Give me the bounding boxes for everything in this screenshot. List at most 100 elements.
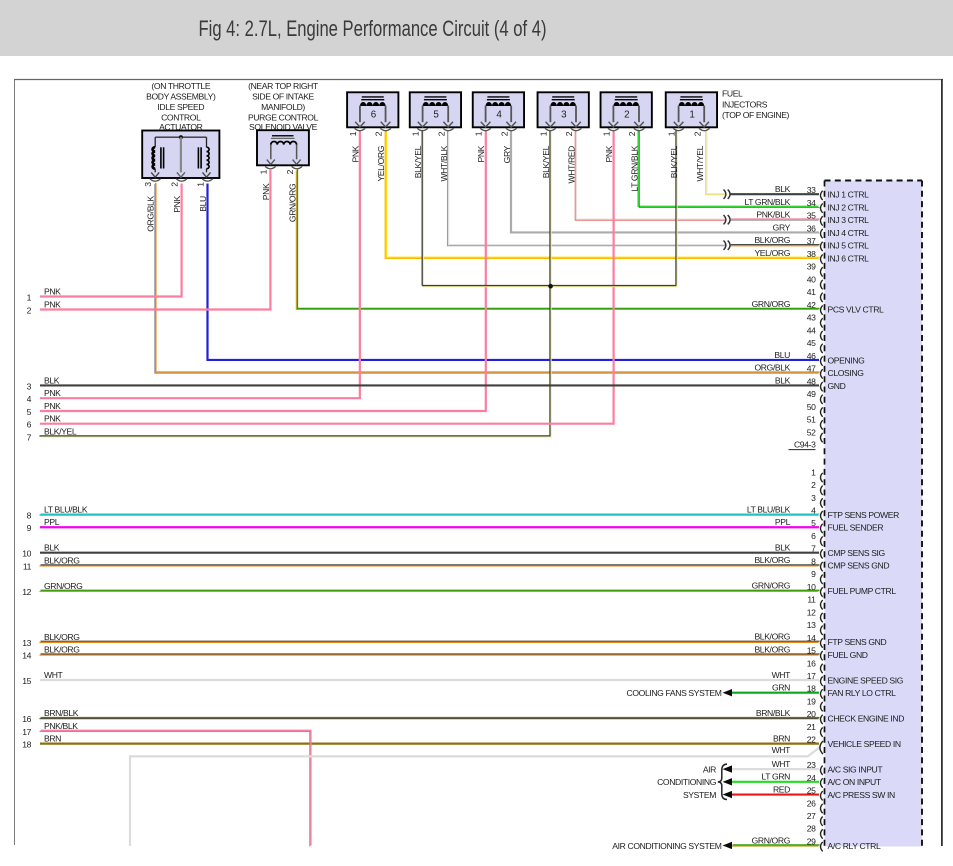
svg-text:(TOP OF ENGINE): (TOP OF ENGINE) [722, 110, 790, 120]
svg-text:1: 1 [411, 131, 421, 136]
svg-text:2: 2 [811, 480, 816, 490]
svg-text:PNK: PNK [44, 300, 61, 310]
svg-text:1: 1 [601, 131, 611, 136]
svg-text:LT GRN/BLK: LT GRN/BLK [630, 145, 640, 191]
svg-text:37: 37 [807, 236, 816, 246]
svg-text:YEL/ORG: YEL/ORG [376, 145, 386, 181]
svg-text:PNK: PNK [44, 414, 61, 424]
svg-text:50: 50 [807, 402, 816, 412]
svg-text:34: 34 [807, 198, 816, 208]
svg-text:PNK: PNK [172, 196, 182, 213]
svg-text:INJ 6 CTRL: INJ 6 CTRL [828, 253, 870, 263]
svg-text:1: 1 [538, 131, 548, 136]
svg-text:40: 40 [807, 274, 816, 284]
svg-text:IDLE SPEED: IDLE SPEED [157, 102, 204, 112]
svg-text:INJ 4 CTRL: INJ 4 CTRL [828, 228, 870, 238]
svg-text:43: 43 [807, 313, 816, 323]
svg-text:GRY: GRY [773, 222, 791, 232]
svg-text:FUEL GND: FUEL GND [828, 650, 868, 660]
svg-text:18: 18 [22, 740, 31, 750]
svg-text:AIR CONDITIONING SYSTEM: AIR CONDITIONING SYSTEM [612, 841, 721, 851]
svg-text:WHT/YEL: WHT/YEL [695, 145, 705, 181]
svg-text:FUEL PUMP CTRL: FUEL PUMP CTRL [828, 586, 897, 596]
svg-text:CONTROL: CONTROL [161, 113, 201, 123]
svg-text:3: 3 [27, 381, 32, 391]
svg-text:BRN: BRN [773, 733, 790, 743]
svg-text:A/C RLY CTRL: A/C RLY CTRL [828, 841, 882, 851]
svg-text:27: 27 [807, 811, 816, 821]
svg-text:GND: GND [828, 381, 846, 391]
svg-text:28: 28 [807, 824, 816, 834]
svg-text:PURGE CONTROL: PURGE CONTROL [248, 113, 319, 123]
svg-text:35: 35 [807, 211, 816, 221]
svg-text:VEHICLE SPEED IN: VEHICLE SPEED IN [828, 739, 901, 749]
svg-text:23: 23 [807, 760, 816, 770]
svg-text:YEL/ORG: YEL/ORG [754, 248, 790, 258]
svg-text:PNK: PNK [261, 183, 271, 200]
svg-text:BLK/ORG: BLK/ORG [754, 632, 790, 642]
svg-text:LT BLU/BLK: LT BLU/BLK [747, 504, 791, 514]
svg-text:52: 52 [807, 427, 816, 437]
svg-text:1: 1 [258, 169, 268, 174]
svg-text:1: 1 [689, 110, 694, 121]
svg-text:WHT: WHT [772, 759, 792, 769]
svg-text:44: 44 [807, 325, 816, 335]
svg-text:OPENING: OPENING [828, 355, 866, 365]
svg-text:BLK: BLK [44, 543, 60, 553]
svg-text:(ON THROTTLE: (ON THROTTLE [151, 81, 210, 91]
svg-text:BLK/YEL: BLK/YEL [541, 145, 551, 178]
svg-text:FTP SENS GND: FTP SENS GND [828, 637, 887, 647]
svg-text:INJ 5 CTRL: INJ 5 CTRL [828, 241, 870, 251]
svg-text:BLK/ORG: BLK/ORG [754, 644, 790, 654]
svg-text:17: 17 [807, 671, 816, 681]
svg-text:FUEL SENDER: FUEL SENDER [828, 523, 884, 533]
svg-text:PNK: PNK [44, 388, 61, 398]
svg-text:6: 6 [371, 110, 377, 121]
svg-text:GRN/ORG: GRN/ORG [44, 581, 83, 591]
svg-text:2: 2 [692, 131, 702, 136]
svg-text:7: 7 [27, 433, 32, 443]
svg-text:24: 24 [807, 773, 816, 783]
svg-text:25: 25 [807, 786, 816, 796]
svg-text:3: 3 [561, 110, 567, 121]
svg-text:LT GRN: LT GRN [762, 772, 791, 782]
svg-text:FAN RLY LO CTRL: FAN RLY LO CTRL [828, 688, 897, 698]
svg-text:49: 49 [807, 389, 816, 399]
svg-text:22: 22 [807, 735, 816, 745]
svg-text:INJ 3 CTRL: INJ 3 CTRL [828, 215, 870, 225]
svg-text:SOLENOID VALVE: SOLENOID VALVE [249, 122, 318, 132]
svg-text:1: 1 [667, 131, 677, 136]
svg-text:BRN: BRN [44, 734, 61, 744]
svg-text:PNK: PNK [44, 287, 61, 297]
svg-text:13: 13 [22, 638, 31, 648]
svg-text:CMP SENS SIG: CMP SENS SIG [828, 548, 886, 558]
svg-text:ACTUATOR: ACTUATOR [159, 122, 203, 132]
svg-text:BLK: BLK [775, 542, 791, 552]
svg-text:BLK/ORG: BLK/ORG [44, 632, 80, 642]
svg-text:10: 10 [807, 582, 816, 592]
svg-text:18: 18 [807, 684, 816, 694]
svg-text:20: 20 [807, 709, 816, 719]
svg-text:14: 14 [22, 651, 31, 661]
svg-text:BRN/BLK: BRN/BLK [44, 708, 79, 718]
svg-text:15: 15 [807, 646, 816, 656]
svg-text:15: 15 [22, 676, 31, 686]
svg-text:1: 1 [811, 467, 816, 477]
svg-text:WHT/RED: WHT/RED [567, 146, 577, 184]
svg-text:PNK/BLK: PNK/BLK [756, 210, 790, 220]
svg-text:GRN/ORG: GRN/ORG [752, 581, 791, 591]
svg-text:48: 48 [807, 376, 816, 386]
svg-text:5: 5 [27, 407, 32, 417]
svg-text:BLK/ORG: BLK/ORG [754, 235, 790, 245]
svg-text:BLK/ORG: BLK/ORG [44, 645, 80, 655]
svg-text:CLOSING: CLOSING [828, 368, 865, 378]
svg-text:BRN/BLK: BRN/BLK [756, 708, 791, 718]
svg-text:2: 2 [564, 131, 574, 136]
svg-text:WHT/BLK: WHT/BLK [439, 145, 449, 181]
svg-text:1: 1 [196, 182, 206, 187]
svg-text:2: 2 [624, 110, 629, 121]
svg-text:3: 3 [143, 182, 153, 187]
svg-text:GRN/ORG: GRN/ORG [752, 299, 791, 309]
svg-text:FTP SENS POWER: FTP SENS POWER [828, 510, 900, 520]
svg-text:PNK: PNK [604, 145, 614, 162]
